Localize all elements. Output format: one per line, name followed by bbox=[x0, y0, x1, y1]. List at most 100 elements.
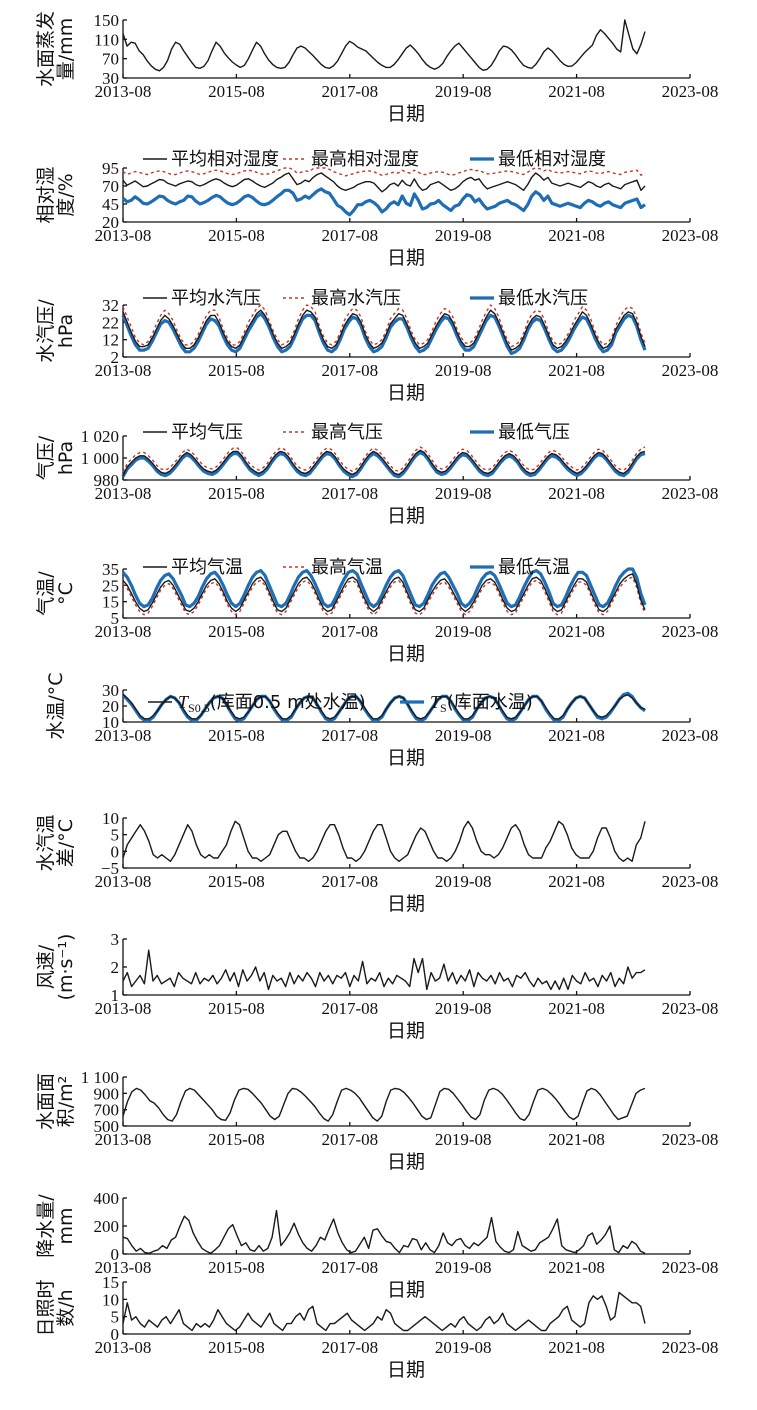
legend-item-max: 最高水汽压 bbox=[283, 288, 401, 309]
legend-item-avg: TS0.5(库面0.5 m处水温) bbox=[148, 692, 366, 715]
y-tick-label: 70 bbox=[102, 50, 119, 69]
y-tick-label: 15 bbox=[102, 593, 119, 612]
series-line-max bbox=[122, 576, 646, 616]
x-tick-label: 2013-08 bbox=[95, 361, 152, 380]
x-tick-label: 2021-08 bbox=[548, 1258, 605, 1277]
legend-item-avg: 平均气温 bbox=[143, 557, 243, 578]
y-tick-label: 30 bbox=[102, 681, 119, 700]
series-line-min bbox=[121, 567, 647, 609]
legend-label: 平均气压 bbox=[171, 422, 243, 443]
y-tick-label: 110 bbox=[94, 30, 119, 49]
legend-item-avg: 平均气压 bbox=[143, 422, 243, 443]
x-tick-label: 2015-08 bbox=[208, 726, 265, 745]
chart-precip: 0 200 400 2013-08 2015-08 2017-08 2019-08 2021-… bbox=[35, 1189, 719, 1301]
legend-label: TS(库面水温) bbox=[430, 692, 533, 715]
y-axis-title: 水汽压/ bbox=[35, 299, 57, 363]
y-tick-label: 35 bbox=[102, 560, 119, 579]
panel-wind: 1 2 3 2013-08 2015-08 2017-08 2019-08 2021-08 20… bbox=[0, 930, 757, 1047]
y-tick-label: 2 bbox=[111, 958, 120, 977]
x-tick-label: 2013-08 bbox=[95, 999, 152, 1018]
x-tick-label: 2023-08 bbox=[662, 226, 719, 245]
x-tick-label: 2023-08 bbox=[662, 1130, 719, 1149]
y-tick-label: 400 bbox=[94, 1189, 120, 1208]
y-axis-title: 差/°C bbox=[55, 819, 77, 867]
series-line-avg bbox=[122, 309, 646, 351]
legend-label: 平均水汽压 bbox=[171, 288, 261, 309]
x-axis-title: 日期 bbox=[387, 103, 425, 125]
x-tick-label: 2015-08 bbox=[208, 484, 265, 503]
x-tick-label: 2017-08 bbox=[321, 726, 378, 745]
x-tick-label: 2023-08 bbox=[662, 622, 719, 641]
y-tick-label: 30 bbox=[102, 69, 119, 88]
series-line-avg bbox=[122, 573, 646, 613]
x-tick-label: 2017-08 bbox=[321, 622, 378, 641]
y-axis-title: 积/m² bbox=[55, 1076, 77, 1128]
x-tick-label: 2015-08 bbox=[208, 1258, 265, 1277]
x-tick-label: 2013-08 bbox=[95, 484, 152, 503]
legend-item-max: 最高气温 bbox=[283, 557, 383, 578]
legend-item-min: 最低相对湿度 bbox=[470, 149, 606, 170]
x-tick-label: 2023-08 bbox=[662, 999, 719, 1018]
series-line-avg bbox=[122, 694, 646, 720]
x-tick-label: 2017-08 bbox=[321, 82, 378, 101]
x-axis-title: 日期 bbox=[387, 893, 425, 915]
y-axis-title: 水汽温 bbox=[35, 814, 57, 871]
y-axis-title: hPa bbox=[55, 314, 77, 348]
legend-item-min: 最低气温 bbox=[470, 557, 570, 578]
y-axis-title: hPa bbox=[55, 441, 77, 475]
legend-label: 最低气温 bbox=[498, 557, 570, 578]
panel-precip: 0 200 400 2013-08 2015-08 2017-08 2019-08 2021-… bbox=[0, 1189, 757, 1306]
series-line-avg bbox=[122, 19, 646, 72]
x-tick-label: 2015-08 bbox=[208, 1338, 265, 1357]
y-axis-title: 度/% bbox=[55, 173, 77, 216]
series-line-avg bbox=[122, 820, 646, 862]
y-tick-label: 15 bbox=[102, 1273, 119, 1292]
y-tick-label: 5 bbox=[111, 609, 120, 628]
x-tick-label: 2013-08 bbox=[95, 1130, 152, 1149]
x-tick-label: 2015-08 bbox=[208, 1130, 265, 1149]
y-tick-label: 150 bbox=[94, 11, 120, 30]
legend-item-avg: 平均水汽压 bbox=[143, 288, 261, 309]
legend-label: 最低水汽压 bbox=[498, 288, 588, 309]
series-line-min bbox=[121, 312, 647, 356]
x-tick-label: 2015-08 bbox=[208, 872, 265, 891]
y-tick-label: 200 bbox=[94, 1217, 120, 1236]
series-line-max bbox=[122, 446, 646, 473]
y-tick-label: 70 bbox=[102, 177, 119, 196]
legend-label: 最高气温 bbox=[311, 557, 383, 578]
x-tick-label: 2017-08 bbox=[321, 1338, 378, 1357]
y-axis-title: (m·s⁻¹) bbox=[55, 934, 77, 1001]
y-axis-title: °C bbox=[55, 582, 77, 605]
series-line-max bbox=[122, 304, 646, 348]
legend-item-min: 最低气压 bbox=[470, 422, 570, 443]
x-tick-label: 2021-08 bbox=[548, 226, 605, 245]
x-tick-label: 2023-08 bbox=[662, 1258, 719, 1277]
x-tick-label: 2015-08 bbox=[208, 226, 265, 245]
y-tick-label: 12 bbox=[102, 331, 119, 350]
x-tick-label: 2021-08 bbox=[548, 82, 605, 101]
x-tick-label: 2021-08 bbox=[548, 999, 605, 1018]
x-tick-label: 2019-08 bbox=[435, 226, 492, 245]
y-tick-label: 10 bbox=[102, 1290, 119, 1309]
x-tick-label: 2013-08 bbox=[95, 622, 152, 641]
series-line-avg bbox=[122, 1291, 646, 1332]
series-line-avg bbox=[122, 449, 646, 476]
x-tick-label: 2021-08 bbox=[548, 1130, 605, 1149]
x-axis-title: 日期 bbox=[387, 1020, 425, 1042]
x-tick-label: 2021-08 bbox=[548, 726, 605, 745]
y-axis-title: 风速/ bbox=[35, 944, 57, 989]
legend-label: TS0.5(库面0.5 m处水温) bbox=[178, 692, 366, 715]
x-tick-label: 2021-08 bbox=[548, 1338, 605, 1357]
x-tick-label: 2023-08 bbox=[662, 82, 719, 101]
series-line-avg bbox=[122, 949, 646, 991]
y-tick-label: 20 bbox=[102, 697, 119, 716]
x-axis-title: 日期 bbox=[387, 1279, 425, 1301]
x-tick-label: 2019-08 bbox=[435, 1338, 492, 1357]
chart-wind: 1 2 3 2013-08 2015-08 2017-08 2019-08 2021-08 20… bbox=[35, 930, 719, 1042]
legend-item-min: 最低水汽压 bbox=[470, 288, 588, 309]
x-tick-label: 2015-08 bbox=[208, 622, 265, 641]
